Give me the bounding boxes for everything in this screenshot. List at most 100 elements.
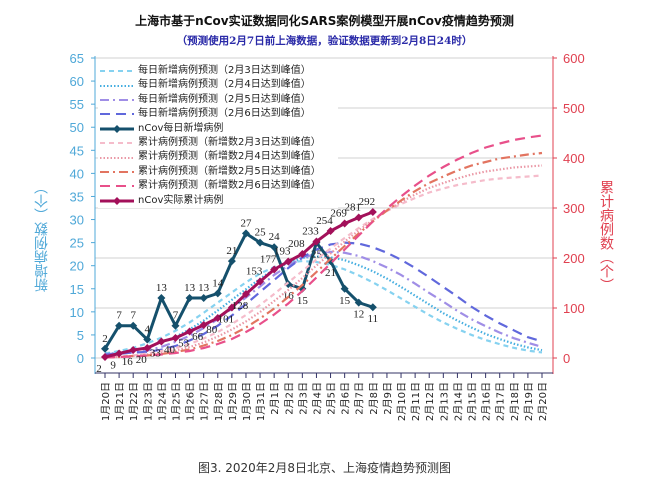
x-tick-label: 1月26日 — [185, 382, 197, 421]
y-right-tick-label: 400 — [563, 151, 585, 166]
legend-item: 累计病例预测（新增数2月5日达到峰值） — [98, 165, 338, 179]
legend-item: nCov每日新增病例 — [98, 122, 338, 136]
data-point — [284, 280, 293, 289]
x-tick-label: 2月1日 — [269, 382, 281, 415]
x-tick-label: 2月16日 — [481, 382, 493, 421]
data-label: 11 — [368, 313, 379, 325]
x-tick-label: 2月9日 — [382, 382, 394, 415]
y-left-tick-label: 30 — [70, 213, 84, 228]
x-tick-label: 1月25日 — [170, 382, 182, 421]
data-point — [326, 257, 335, 266]
data-point — [326, 227, 335, 235]
y-left-tick-label: 35 — [70, 189, 84, 204]
data-label: 21 — [325, 267, 336, 279]
y-axis-right-label: 累计病例数（个） — [598, 180, 614, 292]
data-label: 101 — [218, 314, 235, 326]
data-label: 128 — [232, 300, 249, 312]
data-point — [354, 213, 363, 222]
legend-label: 每日新增病例预测（2月3日达到峰值） — [138, 65, 311, 76]
data-label: 193 — [274, 246, 291, 258]
data-label: 13 — [184, 282, 196, 294]
legend-label: nCov实际累计病例 — [138, 194, 224, 206]
data-point — [270, 265, 279, 274]
data-point — [157, 337, 166, 346]
legend: 每日新增病例预测（2月3日达到峰值） 每日新增病例预测（2月4日达到峰值） 每日新增… — [98, 64, 338, 208]
y-right-tick-label: 100 — [563, 301, 585, 316]
x-tick-label: 2月5日 — [326, 382, 338, 415]
x-tick-label: 2月19日 — [523, 382, 535, 421]
series-line-8 — [104, 134, 543, 359]
series-line-3 — [104, 241, 543, 356]
x-tick-label: 2月15日 — [467, 382, 479, 421]
data-point — [241, 290, 250, 298]
series-line-4 — [103, 231, 374, 350]
legend-item: 累计病例预测（新增数2月6日达到峰值） — [98, 179, 338, 193]
x-tick-label: 2月3日 — [297, 382, 309, 415]
y-right-tick-label: 300 — [563, 201, 585, 216]
legend-label: 每日新增病例预测（2月5日达到峰值） — [138, 93, 311, 105]
y-axis-left-label: 新增病例数（个） — [34, 180, 50, 292]
data-label: 15 — [339, 295, 351, 307]
y-left-tick-label: 55 — [70, 97, 84, 112]
data-point — [340, 284, 349, 293]
legend-item: 累计病例预测（新增数2月4日达到峰值） — [98, 150, 338, 164]
data-point — [312, 237, 321, 246]
data-point — [143, 344, 152, 352]
data-label: 177 — [260, 254, 277, 266]
data-label: 27 — [240, 217, 252, 229]
data-label: 66 — [192, 331, 204, 343]
x-tick-label: 2月12日 — [424, 382, 436, 421]
data-label: 14 — [212, 277, 224, 289]
legend-swatch — [100, 70, 134, 73]
y-right-tick-label: 500 — [563, 101, 585, 116]
x-tick-label: 2月11日 — [410, 382, 422, 421]
data-label: 20 — [136, 354, 148, 366]
y-left-tick-label: 25 — [70, 236, 84, 251]
y-left-tick-label: 65 — [70, 51, 84, 66]
data-label: 281 — [344, 202, 361, 214]
legend-label: 累计病例预测（新增数2月3日达到峰值） — [138, 136, 321, 148]
data-point — [256, 277, 265, 286]
legend-swatch — [100, 196, 134, 205]
figure-caption: 图3. 2020年2月8日北京、上海疫情趋势预测图 — [197, 461, 452, 475]
data-point — [185, 294, 194, 302]
data-point — [129, 346, 138, 354]
data-label: 24 — [269, 231, 281, 243]
legend-swatch — [100, 170, 134, 173]
data-label: 2 — [96, 363, 102, 375]
data-point — [157, 294, 166, 302]
data-point — [227, 303, 236, 312]
data-label: 33 — [150, 348, 162, 360]
y-left-tick-label: 40 — [70, 166, 84, 181]
data-point — [270, 243, 279, 252]
y-left-tick-label: 20 — [70, 259, 84, 274]
data-point — [284, 257, 293, 266]
y-left-tick-label: 60 — [70, 74, 84, 89]
x-tick-label: 1月22日 — [128, 382, 140, 421]
y-right-tick-label: 0 — [563, 351, 570, 366]
data-label: 40 — [164, 344, 176, 356]
x-tick-label: 1月24日 — [156, 382, 168, 421]
data-point — [340, 219, 349, 228]
data-label: 13 — [156, 282, 168, 294]
data-label: 21 — [226, 245, 237, 257]
data-point — [298, 250, 307, 258]
series-line-1 — [104, 255, 543, 355]
data-point — [101, 344, 109, 353]
y-left-tick-label: 0 — [77, 351, 84, 366]
x-tick-label: 1月30日 — [241, 382, 253, 421]
data-label: 13 — [198, 282, 210, 294]
x-tick-label: 1月29日 — [227, 382, 239, 421]
series-line-7 — [104, 151, 543, 359]
data-label: 16 — [122, 356, 134, 368]
data-label: 2 — [102, 333, 108, 345]
data-point — [101, 353, 109, 361]
data-point — [227, 257, 236, 266]
x-tick-label: 1月23日 — [142, 382, 154, 421]
y-left-tick-label: 15 — [70, 282, 84, 297]
y-left-tick-label: 50 — [70, 120, 84, 135]
chart-title: 上海市基于nCov实证数据同化SARS案例模型开展nCov疫情趋势预测 — [135, 14, 514, 28]
data-point — [354, 298, 363, 307]
legend-swatch — [100, 113, 134, 116]
